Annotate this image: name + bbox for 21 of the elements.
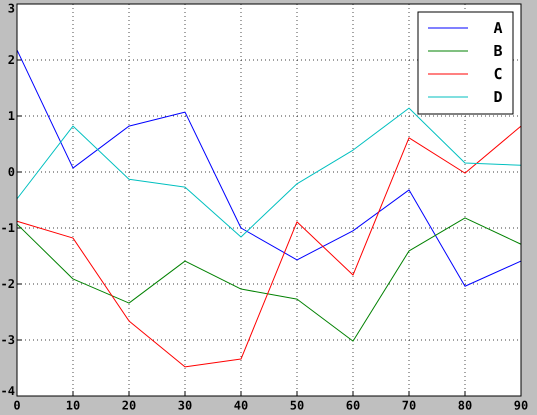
- y-tick-label: 3: [8, 1, 15, 16]
- legend-label: A: [493, 19, 503, 37]
- x-tick-label: 60: [346, 398, 360, 413]
- legend-label: C: [493, 65, 503, 83]
- y-tick-label: 2: [8, 52, 15, 67]
- x-tick-label: 20: [122, 398, 136, 413]
- x-tick-label: 10: [66, 398, 80, 413]
- legend-label: D: [493, 88, 503, 106]
- y-tick-label: 0: [8, 164, 15, 179]
- y-tick-label: 1: [8, 108, 15, 123]
- x-tick-label: 40: [234, 398, 248, 413]
- x-tick-label: 80: [458, 398, 472, 413]
- x-tick-label: 30: [178, 398, 192, 413]
- y-tick-label: -2: [0, 276, 15, 291]
- y-tick-label: -1: [0, 220, 15, 235]
- x-tick-label: 50: [290, 398, 304, 413]
- y-tick-label: -4: [0, 384, 15, 398]
- legend-label: B: [493, 42, 503, 60]
- y-tick-label: -3: [0, 332, 15, 347]
- x-tick-label: 70: [402, 398, 416, 413]
- x-tick-label: 90: [514, 398, 528, 413]
